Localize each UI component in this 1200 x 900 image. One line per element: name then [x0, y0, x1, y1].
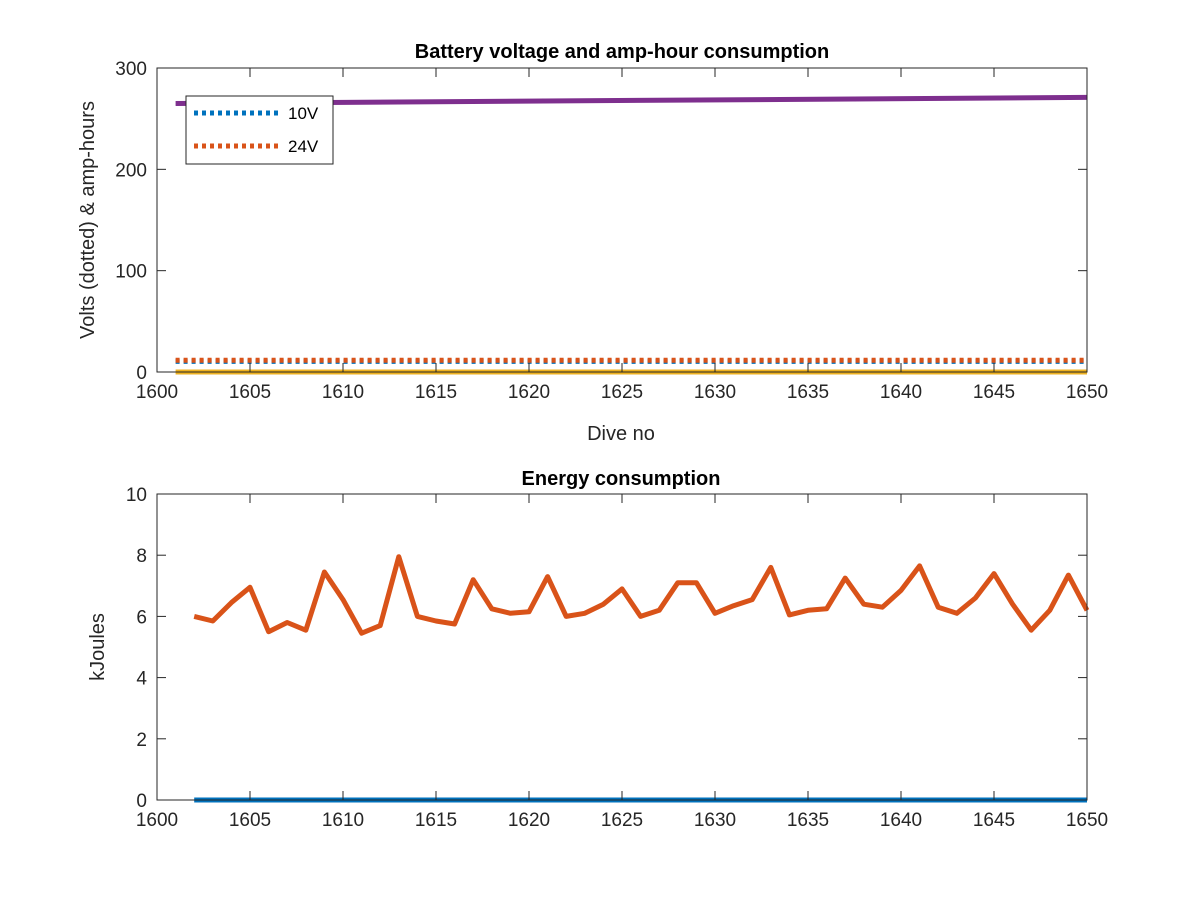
x-tick-label: 1610 [322, 810, 364, 831]
x-tick-label: 1605 [229, 810, 271, 831]
x-tick-label: 1650 [1066, 810, 1108, 831]
y-tick-label: 2 [136, 730, 147, 751]
y-tick-label: 300 [115, 59, 147, 80]
x-tick-label: 1620 [508, 810, 550, 831]
x-tick-label: 1620 [508, 382, 550, 403]
y-tick-label: 0 [136, 363, 147, 384]
legend-label-24v: 24V [288, 137, 319, 156]
x-tick-label: 1610 [322, 382, 364, 403]
x-tick-label: 1625 [601, 810, 643, 831]
x-tick-label: 1600 [136, 810, 178, 831]
legend-label-10v: 10V [288, 104, 319, 123]
x-tick-label: 1640 [880, 382, 922, 403]
battery-ticks: 1600 1605 1610 1615 1620 1625 1630 1635 1640 1645… [115, 59, 1108, 403]
x-tick-label: 1635 [787, 382, 829, 403]
x-tick-label: 1645 [973, 382, 1015, 403]
energy-axes: 1600 1605 1610 1615 1620 1625 1630 1635 1640 1645… [87, 468, 1108, 831]
battery-xlabel: Dive no [587, 423, 655, 445]
legend: 10V 24V [185, 95, 334, 165]
x-tick-label: 1615 [415, 382, 457, 403]
energy-ticks: 1600 1605 1610 1615 1620 1625 1630 1635 1640 1645… [126, 485, 1108, 831]
x-tick-label: 1600 [136, 382, 178, 403]
y-tick-label: 100 [115, 262, 147, 283]
energy-title: Energy consumption [522, 468, 721, 490]
legend-box [185, 95, 334, 165]
x-tick-label: 1635 [787, 810, 829, 831]
battery-title: Battery voltage and amp-hour consumption [415, 41, 829, 63]
y-tick-label: 10 [126, 485, 147, 506]
x-tick-label: 1605 [229, 382, 271, 403]
energy-ylabel: kJoules [87, 613, 109, 681]
x-tick-label: 1630 [694, 810, 736, 831]
battery-axes: 1600 1605 1610 1615 1620 1625 1630 1635 1640 1645… [77, 41, 1108, 445]
y-tick-label: 200 [115, 160, 147, 181]
y-tick-label: 8 [136, 546, 147, 567]
x-tick-label: 1650 [1066, 382, 1108, 403]
x-tick-label: 1640 [880, 810, 922, 831]
x-tick-label: 1645 [973, 810, 1015, 831]
y-tick-label: 4 [136, 669, 147, 690]
x-tick-label: 1625 [601, 382, 643, 403]
y-tick-label: 6 [136, 607, 147, 628]
energy-series-1-line [193, 554, 1090, 636]
x-tick-label: 1615 [415, 810, 457, 831]
battery-ylabel: Volts (dotted) & amp-hours [77, 101, 99, 339]
y-tick-label: 0 [136, 791, 147, 812]
x-tick-label: 1630 [694, 382, 736, 403]
